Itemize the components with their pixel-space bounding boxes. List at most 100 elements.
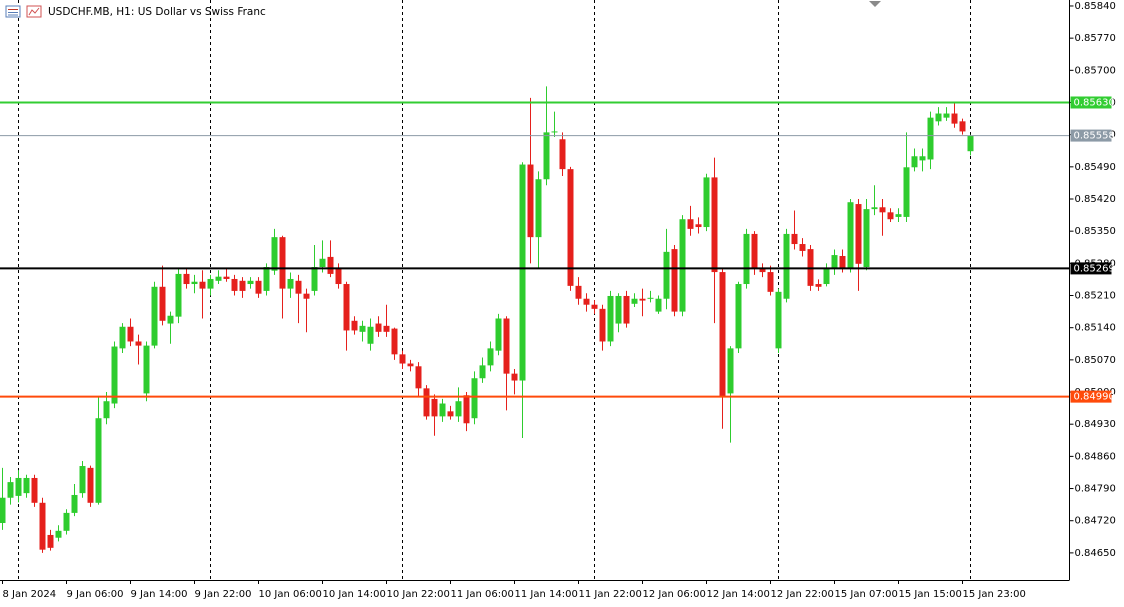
candle-body [559, 139, 566, 170]
candle-body [119, 326, 126, 349]
x-tick-label: 15 Jan 15:00 [899, 589, 962, 600]
candle-body [215, 276, 222, 281]
candle-body [967, 135, 974, 152]
y-tick-label: 0.85490 [1075, 162, 1116, 173]
candle-body [735, 284, 742, 349]
candle-body [271, 237, 278, 271]
candle-body [855, 204, 862, 264]
candle-body [719, 272, 726, 397]
candle-body [887, 212, 894, 220]
candle-body [927, 117, 934, 160]
x-tick-label: 15 Jan 07:00 [835, 589, 898, 600]
candle-body [863, 209, 870, 268]
y-tick-label: 0.85770 [1075, 33, 1116, 44]
candle-body [279, 237, 286, 289]
candle-body [303, 293, 310, 299]
candle-body [399, 354, 406, 364]
candle-body [815, 284, 822, 287]
candle-body [823, 268, 830, 285]
chart-title: USDCHF.MB, H1: US Dollar vs Swiss Franc [48, 6, 266, 18]
y-tick-label: 0.84720 [1075, 516, 1116, 527]
candle-body [199, 281, 206, 289]
candle-body [327, 256, 334, 274]
candle-body [583, 298, 590, 305]
candle-body [711, 177, 718, 273]
x-tick-label: 15 Jan 23:00 [963, 589, 1026, 600]
x-tick-label: 8 Jan 2024 [3, 589, 57, 600]
candle-body [519, 164, 526, 381]
candle-body [79, 466, 86, 494]
y-tick-label: 0.85700 [1075, 65, 1116, 76]
price-level-box [1070, 96, 1112, 109]
candle-body [479, 365, 486, 379]
x-tick-label: 9 Jan 06:00 [67, 589, 124, 600]
candle-body [903, 167, 910, 217]
candle-body [655, 298, 662, 312]
candle-body [503, 318, 510, 374]
y-tick-label: 0.84790 [1075, 484, 1116, 495]
candle-body [63, 512, 70, 531]
candle-body [319, 258, 326, 268]
x-tick-label: 10 Jan 14:00 [323, 589, 386, 600]
candle-body [959, 121, 966, 132]
candle-body [431, 398, 438, 417]
candle-body [23, 477, 30, 494]
candle-body [191, 281, 198, 285]
candle-body [407, 363, 414, 367]
candle-body [631, 298, 638, 304]
header: USDCHF.MB, H1: US Dollar vs Swiss Franc [5, 5, 266, 18]
candle-body [527, 164, 534, 238]
candle-body [143, 345, 150, 394]
candle-body [87, 467, 94, 503]
candle-body [695, 224, 702, 228]
candle-body [39, 502, 46, 550]
candle-body [295, 280, 302, 294]
candle-body [351, 320, 358, 331]
candle-body [663, 251, 670, 299]
y-tick-label: 0.85210 [1075, 291, 1116, 302]
x-tick-label: 10 Jan 22:00 [387, 589, 450, 600]
candle-body [791, 233, 798, 245]
candle-body [671, 249, 678, 312]
candle-body [871, 207, 878, 210]
plot-area [0, 86, 1070, 553]
y-tick-label: 0.84930 [1075, 419, 1116, 430]
candle-body [423, 388, 430, 417]
x-tick-label: 10 Jan 06:00 [259, 589, 322, 600]
candle-body [287, 278, 294, 289]
price-level-label: 0.84990 [1074, 392, 1115, 403]
candle-body [359, 325, 366, 332]
candle-body [343, 284, 350, 331]
candle-body [375, 323, 382, 332]
x-tick-label: 11 Jan 22:00 [579, 589, 642, 600]
candle-body [839, 255, 846, 269]
y-tick-label: 0.85070 [1075, 355, 1116, 366]
price-level-label: 0.85630 [1074, 97, 1115, 108]
candle-body [255, 280, 262, 294]
candle-body [95, 418, 102, 503]
candle-body [543, 132, 550, 180]
candle-body [151, 286, 158, 346]
candle-body [799, 244, 806, 251]
candle-body [335, 268, 342, 285]
candle-body [831, 255, 838, 269]
candle-body [487, 348, 494, 366]
candle-body [879, 207, 886, 213]
x-tick-label: 12 Jan 14:00 [707, 589, 770, 600]
candle-body [311, 267, 318, 291]
x-tick-label: 9 Jan 22:00 [195, 589, 252, 600]
icon-line [28, 7, 40, 16]
price-level-label: 0.85269 [1074, 263, 1115, 274]
candle-body [7, 482, 14, 498]
candle-body [127, 326, 134, 342]
candle-body [495, 318, 502, 351]
price-level-box [1070, 129, 1112, 142]
candle-body [471, 378, 478, 419]
candle-body [943, 113, 950, 118]
candle-body [71, 494, 78, 513]
candle-body [743, 233, 750, 285]
x-tick-label: 12 Jan 06:00 [643, 589, 706, 600]
candle-body [103, 401, 110, 419]
